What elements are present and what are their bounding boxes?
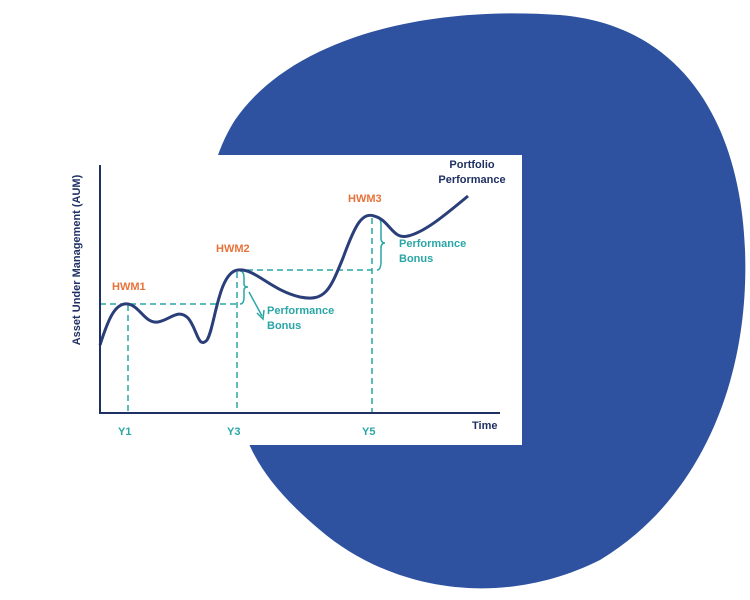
brace bbox=[239, 270, 249, 305]
bonus-label: Performance Bonus bbox=[399, 238, 467, 265]
performance-curve bbox=[98, 194, 469, 346]
x-marker: Y1 bbox=[118, 426, 132, 438]
axes bbox=[99, 165, 500, 414]
bonus-label: Performance Bonus bbox=[267, 305, 335, 332]
brace bbox=[376, 216, 386, 271]
series-label: Portfolio Performance bbox=[438, 159, 506, 186]
x-marker: Y3 bbox=[227, 426, 241, 438]
arrow-head bbox=[256, 309, 265, 321]
hwm-label: HWM2 bbox=[216, 243, 250, 255]
x-marker: Y5 bbox=[362, 426, 376, 438]
hwm-label: HWM3 bbox=[348, 193, 382, 205]
y-axis-label: Asset Under Management (AUM) bbox=[71, 174, 83, 345]
arrow bbox=[248, 291, 263, 317]
x-axis-label: Time bbox=[472, 420, 498, 432]
hwm-label: HWM1 bbox=[112, 281, 146, 293]
chart-card bbox=[62, 155, 522, 445]
braces bbox=[239, 216, 386, 321]
